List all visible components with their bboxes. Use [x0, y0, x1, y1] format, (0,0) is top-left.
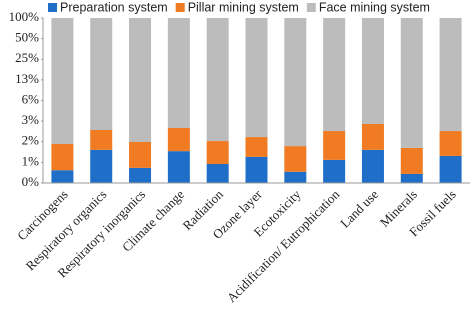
bar-segment	[323, 159, 346, 183]
y-tick-label: 2%	[22, 133, 40, 148]
y-tick-label: 6%	[22, 91, 40, 106]
y-tick-label: 50%	[15, 30, 39, 45]
bar-segment	[439, 18, 462, 132]
bar-segment	[129, 141, 152, 168]
legend-label: Preparation system	[60, 0, 168, 14]
y-tick-label: 25%	[15, 50, 39, 65]
bar-segment	[129, 18, 152, 142]
bar-segment	[129, 167, 152, 183]
bar-segment	[400, 147, 423, 174]
bar-segment	[90, 18, 113, 130]
bar-segment	[206, 141, 229, 164]
bar-segment	[439, 131, 462, 156]
bar-segment	[361, 149, 384, 183]
legend-label: Face mining system	[319, 0, 430, 14]
legend-swatch	[306, 3, 316, 12]
bar-segment	[167, 18, 190, 129]
y-tick-label: 100%	[9, 9, 40, 24]
bar-segment	[245, 156, 268, 183]
bar-segment	[167, 128, 190, 152]
y-tick-label: 13%	[15, 71, 39, 86]
bar-segment	[90, 149, 113, 183]
y-tick-label: 0%	[22, 174, 40, 189]
legend-swatch	[48, 3, 57, 12]
y-tick-label: 1%	[22, 153, 40, 168]
bar-segment	[323, 18, 346, 132]
bar-segment	[400, 173, 423, 183]
bar-segment	[284, 18, 307, 147]
bar-segment	[245, 18, 268, 138]
y-tick-label: 3%	[22, 112, 40, 127]
bar-segment	[206, 163, 229, 183]
bar-segment	[323, 131, 346, 160]
bar-segment	[51, 143, 74, 171]
bar-segment	[439, 155, 462, 183]
legend-label: Pillar mining system	[188, 0, 299, 14]
bar-segment	[167, 151, 190, 183]
x-tick-label: Land use	[337, 186, 381, 230]
bar-segment	[206, 18, 229, 142]
bar-segment	[400, 18, 423, 148]
bar-segment	[361, 18, 384, 124]
bar-segment	[284, 146, 307, 172]
bar-segment	[90, 129, 113, 150]
legend-swatch	[175, 3, 185, 12]
bar-segment	[51, 18, 74, 144]
bar-segment	[51, 170, 74, 183]
bar-segment	[284, 171, 307, 183]
bar-segment	[361, 123, 384, 150]
bar-segment	[245, 137, 268, 157]
